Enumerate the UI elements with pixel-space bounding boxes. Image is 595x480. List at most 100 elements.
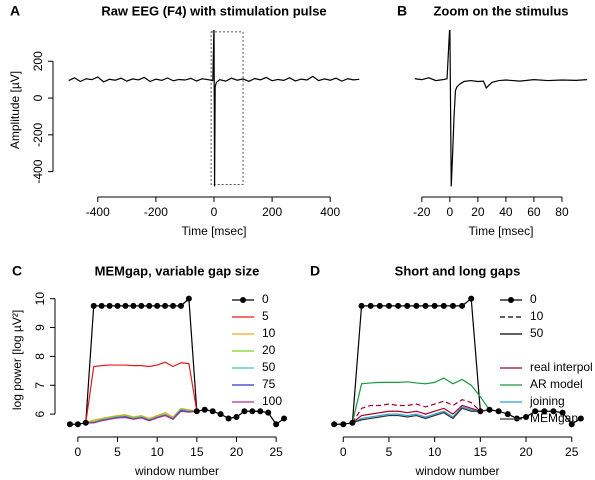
- legend-label: 100: [262, 394, 282, 408]
- legend-label: 0: [262, 292, 269, 306]
- series-marker: [233, 414, 240, 421]
- x-tick-label: 25: [269, 445, 283, 459]
- x-tick-label: 0: [75, 445, 82, 459]
- panel-label: B: [397, 3, 407, 19]
- series-marker: [138, 302, 145, 309]
- series-marker: [449, 302, 456, 309]
- chart-title: MEMgap, variable gap size: [95, 263, 260, 278]
- chart-title: Short and long gaps: [395, 263, 521, 278]
- legend-label: MEMgap: [530, 411, 578, 425]
- series-marker: [577, 415, 584, 422]
- x-tick-label: 60: [527, 205, 541, 219]
- series-line: [68, 30, 360, 187]
- series-line: [85, 410, 197, 424]
- series-marker: [265, 409, 272, 416]
- legend-label: 75: [262, 377, 276, 391]
- x-tick-label: -200: [144, 205, 168, 219]
- series-marker: [185, 295, 192, 302]
- series-marker: [422, 302, 429, 309]
- y-axis-label: Amplitude [µV]: [8, 71, 22, 149]
- x-tick-label: 20: [230, 445, 244, 459]
- x-tick-label: 15: [474, 445, 488, 459]
- x-tick-label: 25: [565, 445, 579, 459]
- series-marker: [459, 302, 466, 309]
- series-marker: [385, 302, 392, 309]
- series-marker: [154, 302, 161, 309]
- legend-label: real interpol: [530, 360, 593, 374]
- x-tick-label: 10: [150, 445, 164, 459]
- series-marker: [201, 406, 208, 413]
- series-marker: [495, 408, 502, 415]
- series-marker: [413, 302, 420, 309]
- series-marker: [568, 421, 575, 428]
- series-marker: [431, 302, 438, 309]
- x-tick-label: 400: [320, 205, 340, 219]
- chart-title: Zoom on the stimulus: [433, 3, 568, 18]
- series-marker: [331, 421, 338, 428]
- x-tick-label: 40: [499, 205, 513, 219]
- x-tick-label: 20: [471, 205, 485, 219]
- series-line: [352, 407, 490, 424]
- plot-area: [334, 297, 582, 426]
- series-marker: [281, 415, 288, 422]
- series-line: [351, 399, 490, 424]
- x-tick-label: 10: [428, 445, 442, 459]
- series-marker: [376, 302, 383, 309]
- legend-label: 0: [530, 292, 537, 306]
- series-marker: [504, 411, 511, 418]
- series-marker: [209, 408, 216, 415]
- panel-label: A: [10, 3, 20, 19]
- series-marker: [225, 415, 232, 422]
- x-axis-label: window number: [414, 464, 499, 478]
- series-marker: [82, 419, 89, 426]
- y-tick-label: 7: [33, 382, 47, 389]
- series-marker: [358, 302, 365, 309]
- series-marker: [532, 408, 539, 415]
- x-tick-label: -20: [413, 205, 431, 219]
- x-tick-label: 0: [446, 205, 453, 219]
- x-tick-label: 5: [386, 445, 393, 459]
- legend-marker: [508, 297, 514, 303]
- x-axis-label: Time [msec]: [469, 224, 534, 238]
- y-tick-label: 200: [31, 51, 45, 71]
- x-tick-label: 5: [114, 445, 121, 459]
- x-tick-label: 80: [555, 205, 569, 219]
- x-tick-label: 0: [211, 205, 218, 219]
- legend-label: 20: [262, 343, 276, 357]
- plot-area: [69, 297, 285, 426]
- series-marker: [541, 408, 548, 415]
- legend-label: AR model: [530, 377, 583, 391]
- series-marker: [523, 414, 530, 421]
- legend-label: 50: [262, 360, 276, 374]
- series-line: [351, 377, 490, 423]
- series-line: [69, 297, 285, 426]
- series-marker: [395, 302, 402, 309]
- series-marker: [340, 421, 347, 428]
- legend-label: 50: [530, 326, 544, 340]
- series-marker: [193, 408, 200, 415]
- series-marker: [486, 406, 493, 413]
- series-marker: [162, 302, 169, 309]
- series-line: [352, 406, 490, 424]
- series-line: [352, 404, 490, 424]
- zoom-box: [210, 31, 244, 185]
- y-axis-label: log power [log µV²]: [10, 310, 24, 410]
- series-marker: [74, 421, 81, 428]
- panel-label: D: [310, 263, 320, 279]
- series-line: [414, 30, 588, 187]
- series-marker: [249, 408, 256, 415]
- y-tick-label: -200: [31, 122, 45, 146]
- series-marker: [130, 302, 137, 309]
- series-marker: [550, 408, 557, 415]
- series-marker: [177, 302, 184, 309]
- series-marker: [440, 302, 447, 309]
- x-tick-label: -400: [86, 205, 110, 219]
- series-marker: [90, 302, 97, 309]
- panel-label: C: [12, 263, 22, 279]
- series-line: [334, 297, 582, 426]
- legend-label: 5: [262, 309, 269, 323]
- series-marker: [66, 421, 73, 428]
- chart-title: Raw EEG (F4) with stimulation pulse: [101, 3, 326, 18]
- plot-area: [414, 30, 588, 187]
